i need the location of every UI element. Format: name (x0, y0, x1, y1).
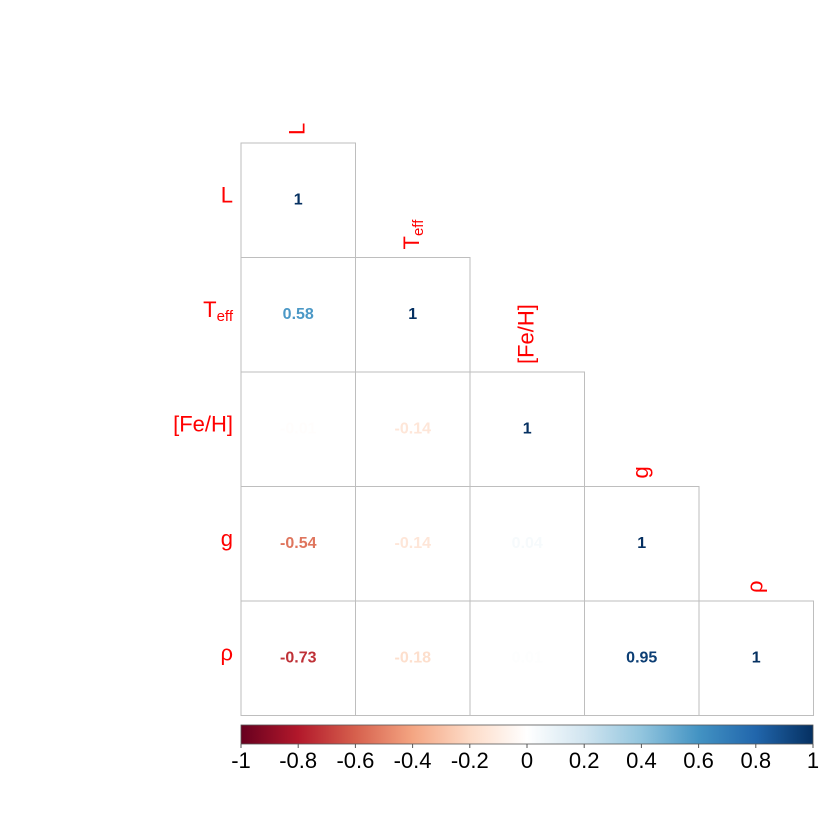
colorbar-tick-label: -0.6 (336, 748, 374, 773)
cell-grid: 1 0.58 1 -0.01 -0.14 1 -0.54 -0.14 0.04 1 -0.73 -0.… (240, 142, 814, 716)
cell-2-0 (240, 371, 356, 487)
row-label: [Fe/H] (173, 411, 233, 436)
cell-value: -0.14 (395, 420, 432, 437)
colorbar-tick-label: 0 (521, 748, 533, 773)
cell-value: 1 (523, 420, 532, 437)
cell-value: -0.54 (280, 535, 317, 552)
cell-value: 0.95 (626, 649, 657, 666)
colorbar-tick-label: 0.6 (683, 748, 714, 773)
cell-2-1 (355, 371, 471, 487)
column-label: [Fe/H] (513, 304, 538, 364)
colorbar-tick-label: -0.2 (451, 748, 489, 773)
cell-2-2 (469, 371, 585, 487)
colorbar-tick-label: -0.8 (279, 748, 317, 773)
colorbar: -1 -0.8 -0.6 -0.4 -0.2 0 0.2 0.4 0.6 0.8 1 (231, 724, 819, 773)
colorbar-tick-label: -0.4 (394, 748, 432, 773)
row-label: Teff (203, 297, 234, 325)
colorbar-tick-label: 0.8 (741, 748, 772, 773)
colorbar-tick-label: -1 (231, 748, 251, 773)
cell-3-1 (355, 486, 471, 602)
cell-value: -0.73 (280, 649, 317, 666)
cell-4-4 (698, 600, 814, 716)
cell-1-1 (355, 257, 471, 373)
cell-value: 1 (637, 535, 646, 552)
colorbar-tick-label: 1 (807, 748, 819, 773)
row-label: L (221, 182, 233, 207)
colorbar-tick-label: 0.4 (626, 748, 657, 773)
column-label: Teff (399, 219, 427, 250)
column-label: ρ (742, 580, 767, 593)
cell-value: 1 (294, 191, 303, 208)
column-label: g (628, 466, 653, 478)
cell-4-1 (355, 600, 471, 716)
cell-1-0 (240, 257, 356, 373)
column-labels: L Teff [Fe/H] g ρ (284, 123, 767, 593)
cell-value: 1 (408, 306, 417, 323)
cell-4-2 (469, 600, 585, 716)
colorbar-tick-label: 0.2 (569, 748, 600, 773)
cell-value: 0.58 (283, 306, 314, 323)
row-label: g (221, 526, 233, 551)
cell-value: -0.18 (395, 649, 432, 666)
cell-3-3 (584, 486, 700, 602)
cell-value: 1 (752, 649, 761, 666)
row-labels: L Teff [Fe/H] g ρ (173, 182, 234, 665)
cell-value: 0.01 (512, 649, 543, 666)
cell-4-3 (584, 600, 700, 716)
column-label: L (284, 123, 309, 135)
cell-value: -0.14 (395, 535, 432, 552)
cell-0-0 (240, 142, 356, 258)
row-label: ρ (220, 640, 233, 665)
cell-value: 0.04 (512, 535, 543, 552)
colorbar-gradient (240, 724, 814, 745)
cell-value: -0.01 (280, 420, 317, 437)
